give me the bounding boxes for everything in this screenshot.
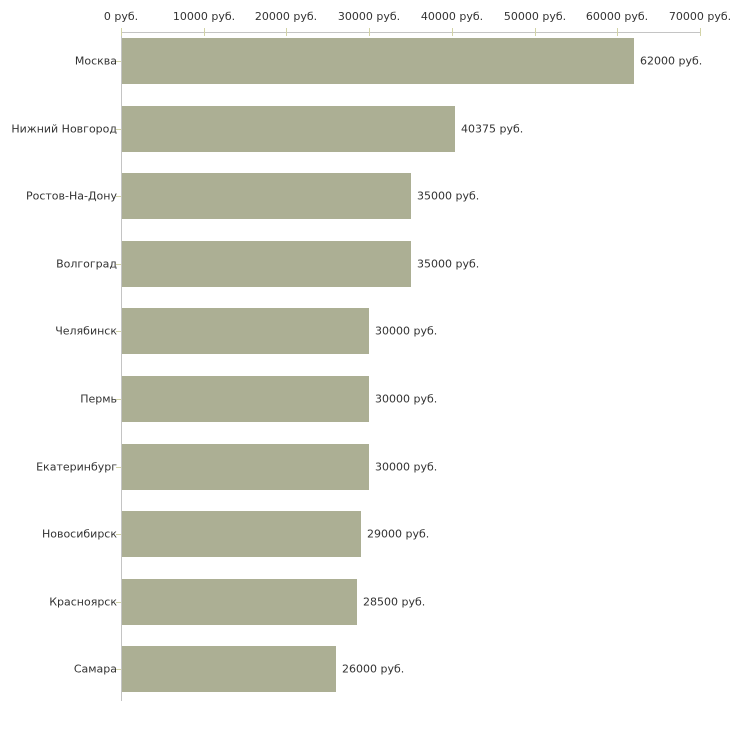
category-label: Ростов-На-Дону <box>25 189 117 203</box>
bar-9 <box>122 579 357 625</box>
bar-1 <box>122 38 634 84</box>
bar-3 <box>122 173 411 219</box>
category-label: Екатеринбург <box>36 460 117 474</box>
bar-10 <box>122 646 336 692</box>
category-label: Пермь <box>80 392 117 406</box>
value-label: 30000 руб. <box>375 324 438 338</box>
y-tick-mark <box>116 602 121 603</box>
y-tick-mark <box>116 331 121 332</box>
x-tick-label: 60000 руб. <box>585 10 649 23</box>
x-tick-label: 50000 руб. <box>503 10 567 23</box>
x-tick-label: 0 руб. <box>103 10 139 23</box>
x-tick-mark <box>535 28 536 36</box>
x-tick-mark <box>700 28 701 36</box>
value-label: 35000 руб. <box>417 189 480 203</box>
category-label: Самара <box>73 662 117 676</box>
x-tick-mark <box>369 28 370 36</box>
y-tick-mark <box>116 399 121 400</box>
y-tick-mark <box>116 467 121 468</box>
category-label: Красноярск <box>49 595 117 609</box>
bar-5 <box>122 308 369 354</box>
value-label: 35000 руб. <box>417 257 480 271</box>
value-label: 30000 руб. <box>375 392 438 406</box>
x-tick-label: 10000 руб. <box>172 10 236 23</box>
x-tick-mark <box>452 28 453 36</box>
y-tick-mark <box>116 669 121 670</box>
x-tick-mark <box>286 28 287 36</box>
category-label: Нижний Новгород <box>11 122 117 136</box>
value-label: 26000 руб. <box>342 662 405 676</box>
x-tick-label: 30000 руб. <box>337 10 401 23</box>
x-tick-mark <box>121 28 122 36</box>
y-tick-mark <box>116 264 121 265</box>
x-tick-mark <box>617 28 618 36</box>
value-label: 62000 руб. <box>640 54 703 68</box>
y-tick-mark <box>116 534 121 535</box>
y-tick-mark <box>116 196 121 197</box>
y-tick-mark <box>116 61 121 62</box>
value-label: 40375 руб. <box>461 122 524 136</box>
x-tick-label: 40000 руб. <box>420 10 484 23</box>
x-axis-line <box>121 32 701 33</box>
x-tick-label: 20000 руб. <box>254 10 318 23</box>
bar-6 <box>122 376 369 422</box>
category-label: Волгоград <box>56 257 117 271</box>
category-label: Новосибирск <box>41 527 117 541</box>
bar-8 <box>122 511 361 557</box>
value-label: 28500 руб. <box>363 595 426 609</box>
y-axis-line <box>121 32 122 701</box>
y-tick-mark <box>116 129 121 130</box>
bar-7 <box>122 444 369 490</box>
bar-2 <box>122 106 455 152</box>
bar-4 <box>122 241 411 287</box>
x-tick-mark <box>204 28 205 36</box>
value-label: 30000 руб. <box>375 460 438 474</box>
value-label: 29000 руб. <box>367 527 430 541</box>
category-label: Москва <box>74 54 117 68</box>
category-label: Челябинск <box>55 324 117 338</box>
x-tick-label: 70000 руб. <box>668 10 730 23</box>
